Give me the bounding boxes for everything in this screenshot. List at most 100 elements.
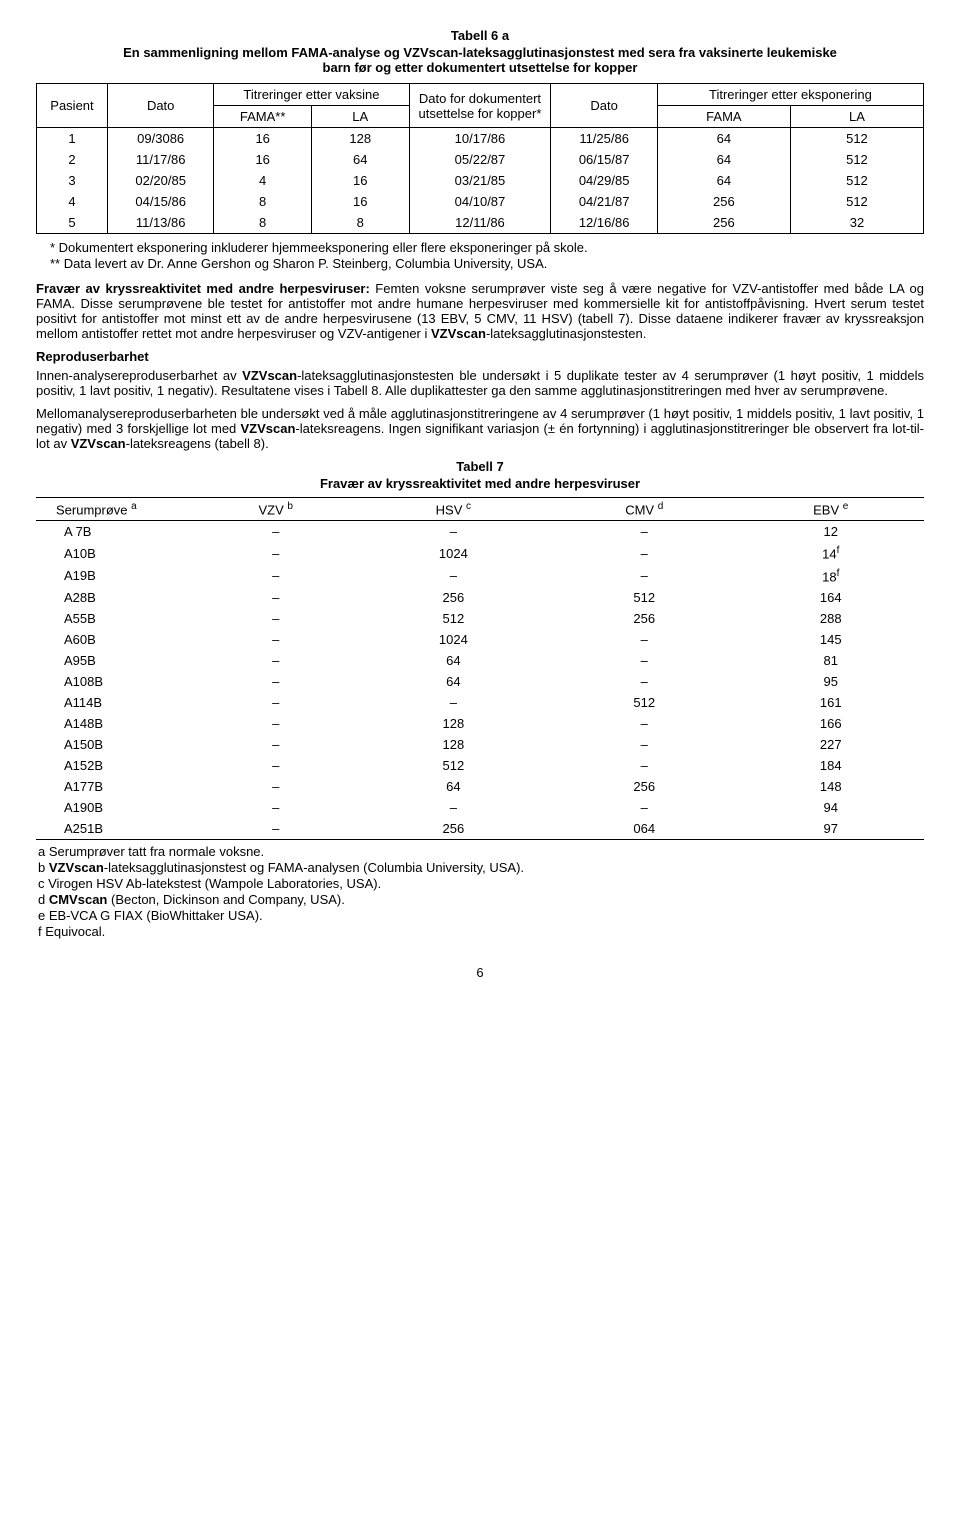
th-serum: Serumprøve a (36, 498, 196, 521)
table-cell: 227 (737, 734, 924, 755)
table-cell: 256 (657, 191, 790, 212)
tab7-thead: Serumprøve a VZV b HSV c CMV d EBV e (36, 498, 924, 521)
tab7-tbody: A 7B–––12A10B–1024–14fA19B–––18fA28B–256… (36, 521, 924, 840)
table-cell: 32 (790, 212, 923, 234)
table-cell: 512 (356, 608, 551, 629)
table-cell: 512 (551, 587, 737, 608)
table-cell: – (196, 734, 356, 755)
table-cell: 64 (657, 170, 790, 191)
th-vzv: VZV b (196, 498, 356, 521)
vzvscan-3: VZVscan (241, 421, 296, 436)
table-cell: A190B (36, 797, 196, 818)
table-cell: 64 (657, 128, 790, 150)
table-cell: 04/29/85 (551, 170, 657, 191)
table-cell: A251B (36, 818, 196, 840)
table-cell: – (551, 521, 737, 543)
table-cell: 64 (311, 149, 409, 170)
table-cell: 8 (311, 212, 409, 234)
th-dato1: Dato (107, 84, 213, 128)
table-cell: 16 (214, 149, 312, 170)
table-cell: 2 (37, 149, 108, 170)
table-cell: – (196, 671, 356, 692)
table-row: 109/30861612810/17/8611/25/8664512 (37, 128, 924, 150)
table-cell: 512 (790, 191, 923, 212)
tab6a-caption: En sammenligning mellom FAMA-analyse og … (120, 45, 840, 75)
vzvscan-4: VZVscan (71, 436, 126, 451)
table-cell: – (196, 713, 356, 734)
table-cell: A114B (36, 692, 196, 713)
table-cell: – (551, 755, 737, 776)
table-cell: 02/20/85 (107, 170, 213, 191)
table-row: A95B–64–81 (36, 650, 924, 671)
table-cell: – (196, 587, 356, 608)
tab7-note-e: e EB-VCA G FIAX (BioWhittaker USA). (38, 908, 922, 923)
th-pasient: Pasient (37, 84, 108, 128)
table-cell: 14f (737, 542, 924, 564)
table-cell: 256 (356, 587, 551, 608)
tab7-table: Serumprøve a VZV b HSV c CMV d EBV e A 7… (36, 497, 924, 840)
table-cell: 256 (356, 818, 551, 840)
para-fravaer-label: Fravær av kryssreaktivitet med andre her… (36, 281, 370, 296)
table-cell: A60B (36, 629, 196, 650)
table-cell: A19B (36, 565, 196, 587)
table-cell: – (551, 797, 737, 818)
tab7-title: Tabell 7 (36, 459, 924, 474)
table-cell: 256 (551, 776, 737, 797)
para-fravaer-tail: -lateksagglutinasjonstesten. (486, 326, 646, 341)
table-row: A114B––512161 (36, 692, 924, 713)
table-cell: 166 (737, 713, 924, 734)
table-cell: A28B (36, 587, 196, 608)
table-row: A 7B–––12 (36, 521, 924, 543)
table-cell: A148B (36, 713, 196, 734)
th-titr-eksp: Titreringer etter eksponering (657, 84, 923, 106)
table-cell: 512 (790, 170, 923, 191)
table-row: 511/13/868812/11/8612/16/8625632 (37, 212, 924, 234)
tab7-notes: a Serumprøver tatt fra normale voksne. b… (38, 844, 922, 939)
table-row: A150B–128–227 (36, 734, 924, 755)
table-cell: A108B (36, 671, 196, 692)
table-cell: – (196, 608, 356, 629)
table-cell: 184 (737, 755, 924, 776)
repro1a: Innen-analysereproduserbarhet av (36, 368, 242, 383)
table-row: A60B–1024–145 (36, 629, 924, 650)
table-cell: 64 (356, 671, 551, 692)
table-cell: 06/15/87 (551, 149, 657, 170)
table-cell: 11/25/86 (551, 128, 657, 150)
table-cell: 256 (551, 608, 737, 629)
tab6a-title: Tabell 6 a (36, 28, 924, 43)
table-cell: 10/17/86 (409, 128, 551, 150)
table-cell: A150B (36, 734, 196, 755)
table-cell: 12/16/86 (551, 212, 657, 234)
tab6a-note2: ** Data levert av Dr. Anne Gershon og Sh… (50, 256, 922, 271)
table-cell: 16 (311, 170, 409, 191)
table-cell: A10B (36, 542, 196, 564)
table-cell: 3 (37, 170, 108, 191)
th-dato-utsettelse: Dato for dokumentert utsettelse for kopp… (409, 84, 551, 128)
tab6a-notes: * Dokumentert eksponering inkluderer hje… (50, 240, 922, 271)
table-cell: – (551, 671, 737, 692)
table-row: A190B–––94 (36, 797, 924, 818)
table-cell: – (196, 521, 356, 543)
table-cell: 04/21/87 (551, 191, 657, 212)
table-cell: 164 (737, 587, 924, 608)
table-cell: – (196, 776, 356, 797)
table-cell: – (551, 542, 737, 564)
table-cell: 64 (356, 776, 551, 797)
table-cell: – (196, 650, 356, 671)
table-cell: 09/3086 (107, 128, 213, 150)
table-cell: – (551, 713, 737, 734)
table-cell: 256 (657, 212, 790, 234)
table-cell: 12 (737, 521, 924, 543)
table-cell: 288 (737, 608, 924, 629)
table-cell: – (551, 629, 737, 650)
table-row: A28B–256512164 (36, 587, 924, 608)
table-cell: – (356, 797, 551, 818)
table-cell: 81 (737, 650, 924, 671)
table-cell: – (196, 629, 356, 650)
table-cell: 95 (737, 671, 924, 692)
table-cell: 97 (737, 818, 924, 840)
th-dato2: Dato (551, 84, 657, 128)
tab6a-tbody: 109/30861612810/17/8611/25/8664512211/17… (37, 128, 924, 234)
tab7-note-a: a Serumprøver tatt fra normale voksne. (38, 844, 922, 859)
table-row: A10B–1024–14f (36, 542, 924, 564)
